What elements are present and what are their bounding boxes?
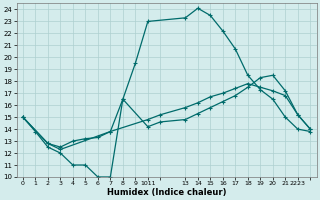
X-axis label: Humidex (Indice chaleur): Humidex (Indice chaleur)	[107, 188, 226, 197]
